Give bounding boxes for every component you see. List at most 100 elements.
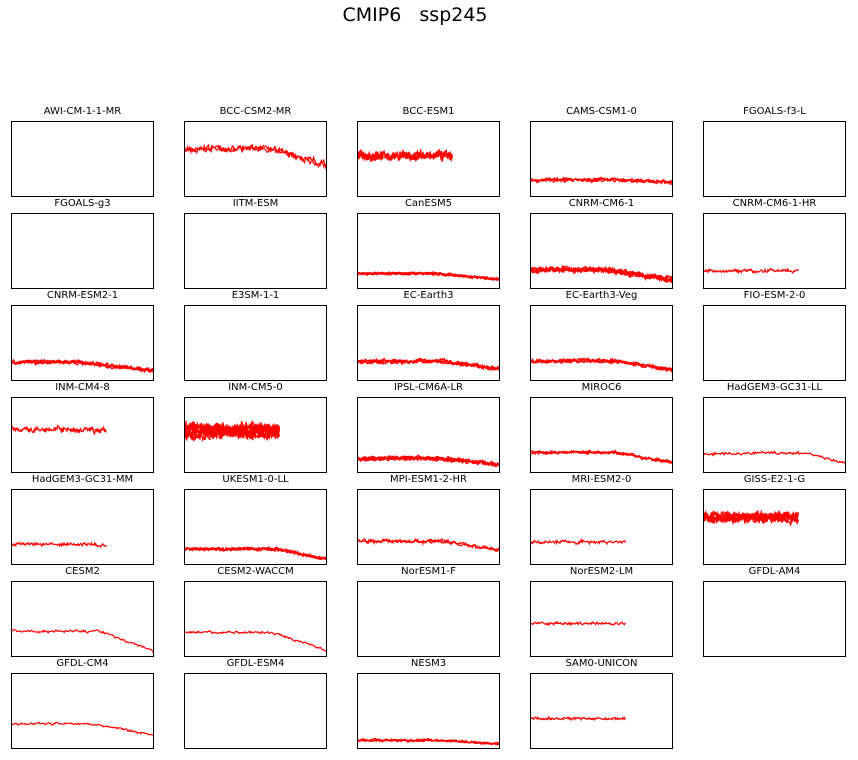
panel-axes xyxy=(11,581,154,657)
panel-title: INM-CM4-8 xyxy=(55,382,110,393)
series-line xyxy=(358,149,453,163)
panel-axes xyxy=(184,121,327,197)
figure-title: CMIP6 ssp245 xyxy=(342,4,488,26)
panel-axes xyxy=(184,673,327,749)
panel-axes xyxy=(530,581,673,657)
panel-plot xyxy=(358,737,499,746)
panel-axes xyxy=(703,213,846,289)
panel-title: FGOALS-f3-L xyxy=(743,106,806,117)
panel-axes xyxy=(530,489,673,565)
series-line xyxy=(531,449,672,464)
panel-plot xyxy=(704,266,799,275)
panel-plot xyxy=(704,450,845,465)
panel-title: EC-Earth3-Veg xyxy=(565,290,638,301)
series-line xyxy=(704,450,845,465)
panel-title: BCC-CSM2-MR xyxy=(219,106,292,117)
panel-axes xyxy=(357,397,500,473)
panel-axes xyxy=(357,489,500,565)
panel-plot xyxy=(358,357,499,372)
series-line xyxy=(185,423,280,441)
panel-axes xyxy=(357,673,500,749)
panel-title: MPI-ESM1-2-HR xyxy=(390,474,467,485)
panel-axes xyxy=(357,121,500,197)
panel-title: FGOALS-g3 xyxy=(54,198,111,209)
series-line xyxy=(358,537,499,552)
panel-plot xyxy=(358,148,453,163)
panel-title: UKESM1-0-LL xyxy=(222,474,289,485)
panel-axes xyxy=(11,489,154,565)
panel-plot xyxy=(531,356,672,373)
panel-title: CNRM-ESM2-1 xyxy=(46,290,119,301)
panel-axes xyxy=(530,673,673,749)
panel-title: IITM-ESM xyxy=(232,198,279,209)
series-line xyxy=(185,143,326,170)
panel-axes xyxy=(357,213,500,289)
panel-title: SAM0-UNICON xyxy=(565,658,638,669)
panel-title: CESM2-WACCM xyxy=(217,566,294,577)
panel-axes xyxy=(530,397,673,473)
panel-title: CNRM-CM6-1 xyxy=(568,198,635,209)
series-line xyxy=(12,540,107,549)
panel-plot xyxy=(358,271,499,282)
series-line xyxy=(704,266,799,275)
panel-plot xyxy=(704,509,799,528)
panel-title: MIROC6 xyxy=(581,382,622,393)
series-line xyxy=(531,265,672,282)
series-line xyxy=(531,620,626,627)
panel-title: GFDL-ESM4 xyxy=(226,658,285,669)
panel-title: GFDL-AM4 xyxy=(748,566,801,577)
panel-axes xyxy=(11,213,154,289)
series-line xyxy=(12,721,153,736)
panel-title: EC-Earth3 xyxy=(403,290,454,301)
series-line xyxy=(358,738,499,746)
panel-title: GISS-E2-1-G xyxy=(743,474,806,485)
panel-title: NESM3 xyxy=(410,658,447,669)
panel-title: CanESM5 xyxy=(404,198,453,209)
panel-axes xyxy=(703,397,846,473)
series-line xyxy=(12,628,153,653)
panel-axes xyxy=(530,213,673,289)
series-line xyxy=(531,358,672,372)
panel-axes xyxy=(184,581,327,657)
panel-plot xyxy=(531,538,626,546)
panel-title: FIO-ESM-2-0 xyxy=(743,290,806,301)
panel-axes xyxy=(184,305,327,381)
panel-plot xyxy=(531,176,672,186)
panel-title: CESM2 xyxy=(65,566,100,577)
panel-title: IPSL-CM6A-LR xyxy=(393,382,464,393)
panel-plot xyxy=(531,715,626,722)
panel-title: INM-CM5-0 xyxy=(228,382,283,393)
panel-title: GFDL-CM4 xyxy=(56,658,109,669)
panel-plot xyxy=(185,143,326,170)
panel-plot xyxy=(185,630,326,652)
panel-axes xyxy=(357,581,500,657)
panel-axes xyxy=(530,305,673,381)
series-line xyxy=(358,454,499,467)
panel-axes xyxy=(357,305,500,381)
series-line xyxy=(531,176,672,184)
panel-title: BCC-ESM1 xyxy=(402,106,455,117)
panel-plot xyxy=(185,419,280,443)
panel-plot xyxy=(358,537,499,552)
panel-axes xyxy=(184,213,327,289)
series-line xyxy=(358,538,499,552)
panel-title: E3SM-1-1 xyxy=(231,290,280,301)
panel-axes xyxy=(703,581,846,657)
series-line xyxy=(704,513,799,525)
panel-title: AWI-CM-1-1-MR xyxy=(43,106,122,117)
panel-plot xyxy=(12,424,107,436)
panel-axes xyxy=(184,397,327,473)
series-line xyxy=(12,424,107,436)
panel-plot xyxy=(531,449,672,465)
panel-axes xyxy=(703,121,846,197)
series-line xyxy=(531,538,626,546)
series-line xyxy=(185,546,326,561)
series-line xyxy=(358,357,499,370)
panel-plot xyxy=(185,545,326,561)
panel-plot xyxy=(531,620,626,627)
panel-axes xyxy=(11,305,154,381)
panel-axes xyxy=(11,673,154,749)
panel-axes xyxy=(530,121,673,197)
panel-title: NorESM2-LM xyxy=(569,566,634,577)
